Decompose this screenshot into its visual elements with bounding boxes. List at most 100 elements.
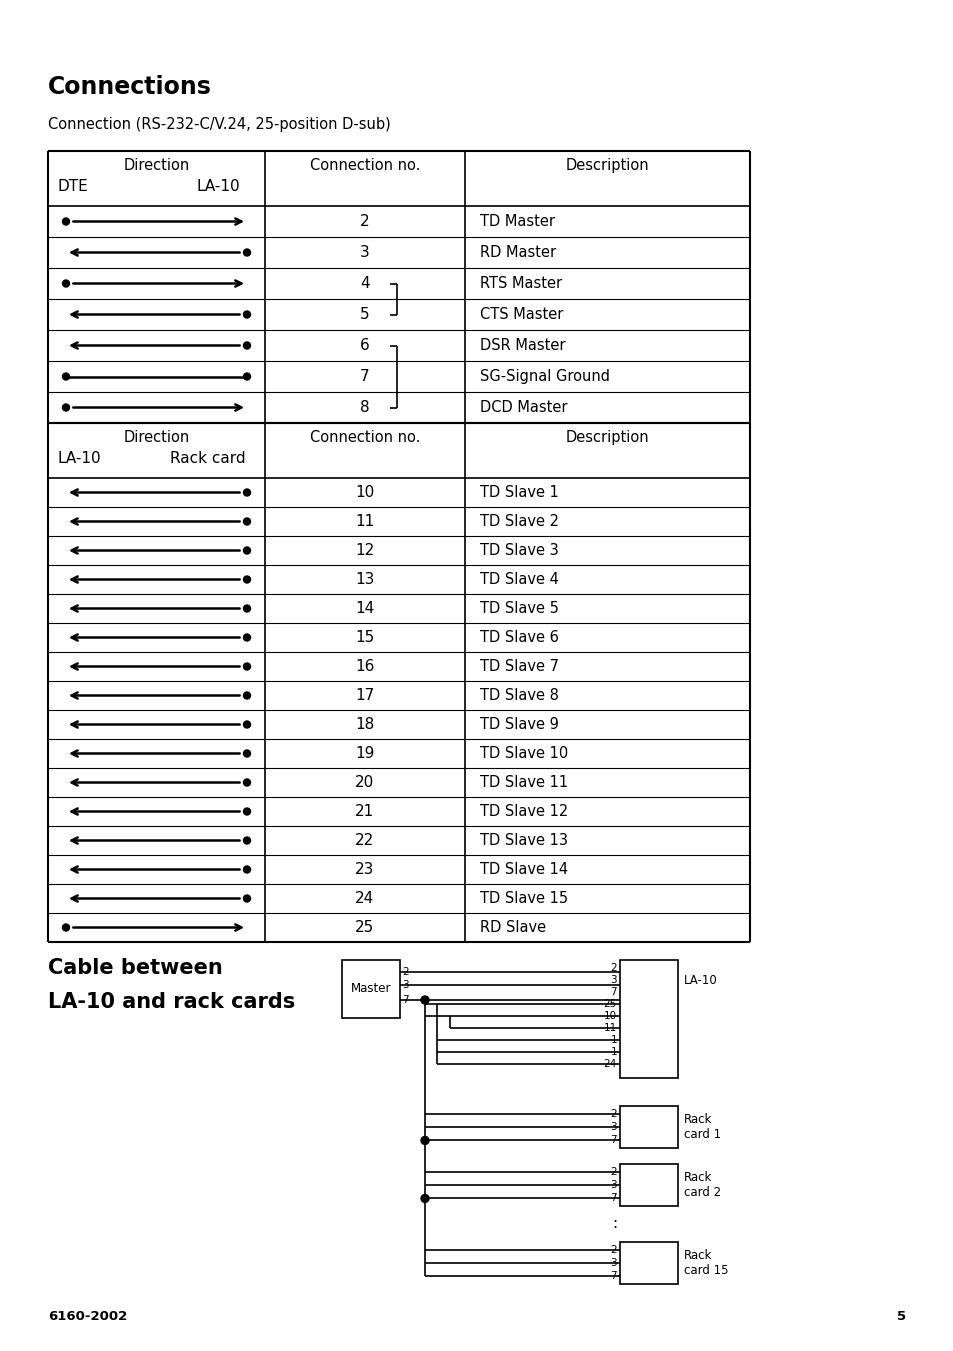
Text: TD Slave 9: TD Slave 9 [479,717,558,732]
Text: 3: 3 [610,1179,617,1190]
Circle shape [243,342,251,349]
Text: 7: 7 [360,369,370,384]
Text: TD Slave 2: TD Slave 2 [479,513,558,530]
Text: TD Master: TD Master [479,213,555,230]
Circle shape [243,576,251,584]
Text: 13: 13 [355,571,375,586]
Text: 5: 5 [896,1309,905,1323]
Text: 4: 4 [360,276,370,290]
Text: TD Slave 3: TD Slave 3 [479,543,558,558]
Text: 11: 11 [603,1023,617,1034]
Text: 3: 3 [610,975,617,985]
Text: 15: 15 [355,630,375,644]
Text: RD Master: RD Master [479,245,556,259]
Bar [619,961,678,1078]
Text: TD Slave 1: TD Slave 1 [479,485,558,500]
Text: TD Slave 6: TD Slave 6 [479,630,558,644]
Bar [341,961,399,1019]
Circle shape [243,838,251,844]
Text: 7: 7 [401,994,408,1005]
Text: 6: 6 [359,338,370,353]
Text: DTE: DTE [58,178,89,195]
Circle shape [63,218,70,226]
Circle shape [243,373,251,380]
Text: 1: 1 [610,1035,617,1046]
Text: 23: 23 [355,862,375,877]
Circle shape [63,280,70,286]
Text: Rack
card 1: Rack card 1 [683,1113,720,1142]
Text: 8: 8 [360,400,370,415]
Text: 20: 20 [355,775,375,790]
Text: 2: 2 [610,1109,617,1119]
Text: Connection no.: Connection no. [310,158,419,173]
Text: Connections: Connections [48,76,212,99]
Text: 2: 2 [610,1166,617,1177]
Text: Direction: Direction [123,158,190,173]
Text: LA-10 and rack cards: LA-10 and rack cards [48,992,294,1012]
Text: 25: 25 [355,920,375,935]
Text: TD Slave 11: TD Slave 11 [479,775,568,790]
Text: 3: 3 [610,1258,617,1269]
Bar [619,1165,678,1206]
Text: CTS Master: CTS Master [479,307,563,322]
Text: Master: Master [351,982,391,996]
Text: 5: 5 [360,307,370,322]
Text: 6160-2002: 6160-2002 [48,1309,127,1323]
Circle shape [243,750,251,757]
Circle shape [243,311,251,317]
Text: 18: 18 [355,717,375,732]
Circle shape [420,996,429,1004]
Bar [619,1106,678,1148]
Text: 21: 21 [355,804,375,819]
Text: Cable between: Cable between [48,958,222,978]
Text: :: : [612,1216,617,1232]
Text: 24: 24 [603,1059,617,1069]
Circle shape [243,692,251,698]
Text: 2: 2 [401,967,408,977]
Text: LA-10: LA-10 [683,974,717,986]
Text: 1: 1 [610,1047,617,1056]
Text: 2: 2 [610,963,617,973]
Text: 17: 17 [355,688,375,703]
Circle shape [63,404,70,411]
Text: Rack
card 2: Rack card 2 [683,1171,720,1198]
Text: Description: Description [565,158,649,173]
Circle shape [63,924,70,931]
Text: TD Slave 13: TD Slave 13 [479,834,567,848]
Text: DCD Master: DCD Master [479,400,567,415]
Text: 25: 25 [603,998,617,1009]
Text: Rack
card 15: Rack card 15 [683,1250,728,1277]
Text: 3: 3 [610,1121,617,1132]
Circle shape [243,780,251,786]
Text: 16: 16 [355,659,375,674]
Text: 2: 2 [360,213,370,230]
Circle shape [243,517,251,526]
Text: 10: 10 [603,1011,617,1021]
Circle shape [243,249,251,255]
Text: Direction: Direction [123,430,190,444]
Text: Rack card: Rack card [170,451,245,466]
Text: RD Slave: RD Slave [479,920,545,935]
Text: Connection no.: Connection no. [310,430,419,444]
Circle shape [243,663,251,670]
Text: TD Slave 12: TD Slave 12 [479,804,568,819]
Circle shape [243,721,251,728]
Circle shape [420,1136,429,1144]
Text: SG-Signal Ground: SG-Signal Ground [479,369,609,384]
Text: TD Slave 15: TD Slave 15 [479,892,568,907]
Circle shape [243,808,251,815]
Circle shape [243,894,251,902]
Circle shape [243,547,251,554]
Circle shape [243,866,251,873]
Text: 10: 10 [355,485,375,500]
Circle shape [243,489,251,496]
Text: TD Slave 7: TD Slave 7 [479,659,558,674]
Text: DSR Master: DSR Master [479,338,565,353]
Text: TD Slave 10: TD Slave 10 [479,746,568,761]
Text: 2: 2 [610,1244,617,1255]
Text: 7: 7 [610,1193,617,1204]
Circle shape [420,1194,429,1202]
Text: TD Slave 4: TD Slave 4 [479,571,558,586]
Text: TD Slave 14: TD Slave 14 [479,862,568,877]
Circle shape [243,605,251,612]
